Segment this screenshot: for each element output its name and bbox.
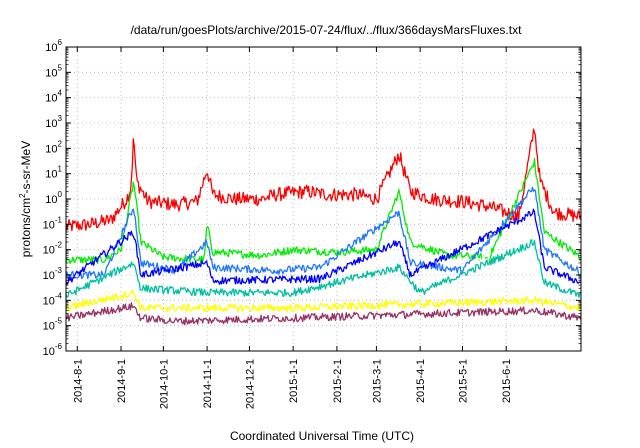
y-tick-label: 103 bbox=[45, 114, 62, 130]
x-tick-label: 2014-11-1 bbox=[202, 359, 214, 408]
flux-series-line bbox=[65, 289, 582, 313]
grid bbox=[66, 47, 581, 351]
y-tick-label: 10-6 bbox=[43, 342, 63, 358]
y-tick-label: 105 bbox=[45, 63, 62, 79]
y-tick-label: 106 bbox=[45, 38, 62, 54]
x-tick-label: 2014-10-1 bbox=[158, 359, 170, 409]
y-tick-label: 102 bbox=[45, 139, 62, 155]
y-axis-label: protons/cm2-s-sr-MeV bbox=[18, 141, 33, 257]
y-tick-label: 10-3 bbox=[43, 266, 63, 282]
flux-series-line bbox=[65, 186, 582, 280]
series-group bbox=[65, 128, 582, 326]
plot-frame bbox=[65, 46, 582, 352]
x-tick-label: 2014-12-1 bbox=[244, 359, 256, 409]
y-tick-label: 10-5 bbox=[43, 317, 63, 333]
x-tick-label: 2015-5-1 bbox=[457, 359, 469, 403]
x-tick-label: 2014-9-1 bbox=[116, 359, 128, 403]
y-tick-label: 10-2 bbox=[43, 241, 63, 257]
y-tick-label: 101 bbox=[45, 165, 62, 181]
flux-series-line bbox=[65, 128, 582, 232]
x-tick-label: 2015-4-1 bbox=[415, 359, 427, 403]
x-tick-label: 2014-8-1 bbox=[72, 359, 84, 403]
x-axis-label: Coordinated Universal Time (UTC) bbox=[230, 429, 414, 443]
y-tick-label: 10-4 bbox=[43, 291, 63, 307]
chart-title: /data/run/goesPlots/archive/2015-07-24/f… bbox=[131, 23, 523, 37]
y-tick-label: 10-1 bbox=[43, 215, 63, 231]
tick-group: 10-6 10-5 10-4 10-3 10-2 10-1 100 101 102 103 104 1… bbox=[43, 38, 581, 409]
y-tick-label: 104 bbox=[45, 89, 62, 105]
flux-series-line bbox=[65, 302, 582, 326]
flux-series-line bbox=[65, 238, 582, 298]
flux-series-line bbox=[65, 157, 582, 265]
y-tick-label: 100 bbox=[45, 190, 62, 206]
x-tick-label: 2015-2-1 bbox=[332, 359, 344, 403]
flux-series-line bbox=[65, 208, 582, 285]
x-tick-label: 2015-1-1 bbox=[288, 359, 300, 403]
x-tick-label: 2015-3-1 bbox=[371, 359, 383, 403]
x-tick-label: 2015-6-1 bbox=[501, 359, 513, 403]
